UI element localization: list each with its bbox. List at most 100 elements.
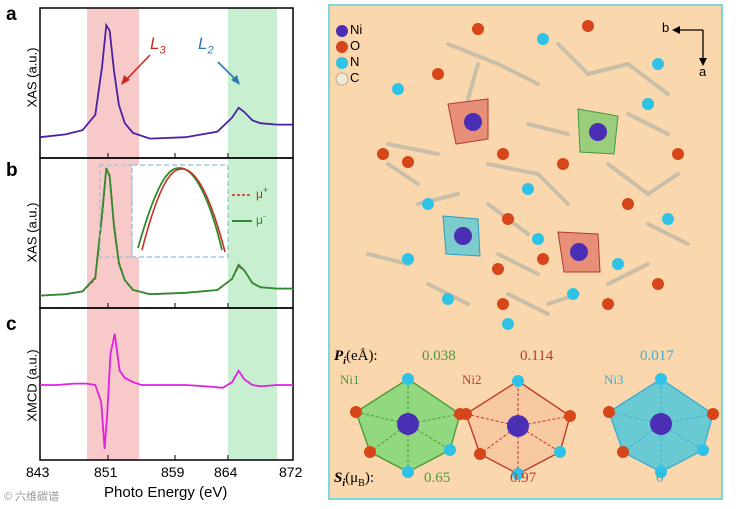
atom [622, 198, 634, 210]
legend-c-atom [335, 72, 349, 86]
bond [626, 112, 670, 136]
atom [537, 253, 549, 265]
legend-n: N [350, 54, 360, 69]
bond [366, 252, 410, 266]
octa-edge [660, 413, 714, 425]
site-ni1: Ni1 [340, 372, 360, 387]
ligand-atom [617, 446, 629, 458]
inset-box [131, 164, 229, 258]
bond [646, 222, 690, 246]
x-tick-label: 872 [279, 464, 303, 480]
pi-ni3: 0.017 [640, 348, 674, 364]
octa-edge [660, 423, 704, 451]
atom [432, 68, 444, 80]
octa-edge [608, 411, 662, 425]
legend-mu-minus: μ- [256, 211, 266, 227]
l3-arrowhead [121, 75, 130, 85]
ni-center-atom [397, 413, 419, 435]
ligand-atom [460, 408, 472, 420]
si-ni1: 0.65 [424, 470, 451, 486]
panel-letter-b: b [6, 160, 18, 181]
atom [662, 213, 674, 225]
site-ni2: Ni2 [462, 372, 482, 387]
atom [537, 33, 549, 45]
bond [466, 62, 480, 101]
ni-atom [589, 123, 607, 141]
pi-ni2: 0.114 [520, 348, 554, 364]
panel-letter-c: c [6, 314, 17, 335]
ligand-atom [364, 446, 376, 458]
legend-ni-atom [336, 25, 348, 37]
bond [496, 252, 540, 276]
ligand-atom [350, 406, 362, 418]
ligand-atom [402, 373, 414, 385]
zoom-box [99, 164, 133, 258]
watermark: © 六维碳谱 [4, 491, 60, 503]
l2-band [228, 8, 277, 460]
bond [626, 62, 670, 96]
x-axis-label: Photo Energy (eV) [104, 484, 228, 501]
pi-ni1: 0.038 [422, 348, 456, 364]
ligand-atom [655, 373, 667, 385]
atom [442, 293, 454, 305]
ligand-atom [554, 446, 566, 458]
ni-center-atom [507, 415, 529, 437]
ligand-atom [512, 468, 524, 480]
pi-label: Pi(eÅ): [334, 348, 378, 367]
x-tick-label: 851 [94, 464, 118, 480]
atom [402, 253, 414, 265]
x-tick-label: 864 [214, 464, 238, 480]
crystal-structure [335, 20, 719, 480]
ligand-atom [697, 444, 709, 456]
bond [646, 172, 680, 196]
bond [496, 62, 540, 86]
si-ni2: 0.97 [510, 470, 537, 486]
atom [567, 288, 579, 300]
l3-label: L3 [150, 34, 166, 57]
panel-letter-a: a [6, 4, 17, 25]
series-line-b-1 [39, 167, 293, 297]
ni-atom [464, 113, 482, 131]
ligand-atom [564, 410, 576, 422]
bond [386, 142, 440, 156]
site-ni3: Ni3 [604, 372, 624, 387]
bond [486, 162, 540, 176]
b-axis-arrowhead [672, 26, 680, 34]
atom [612, 258, 624, 270]
atom [497, 148, 509, 160]
ligand-atom [512, 375, 524, 387]
ligand-atom [474, 448, 486, 460]
axis-b-label: b [662, 20, 670, 35]
octa-edge [517, 425, 561, 453]
series-line-a [39, 22, 293, 140]
si-ni3: 0 [656, 470, 664, 486]
ligand-atom [444, 444, 456, 456]
atom [652, 58, 664, 70]
ni-center-atom [650, 413, 672, 435]
atom [602, 298, 614, 310]
atom [392, 83, 404, 95]
x-tick-label: 843 [26, 464, 50, 480]
si-label: Si(μB): [334, 470, 375, 489]
atom [422, 198, 434, 210]
frame-c [39, 307, 294, 461]
axis-a-label: a [699, 64, 707, 79]
atom [402, 156, 414, 168]
octa-edge [465, 413, 519, 427]
octa-edge [355, 411, 409, 425]
octa-edge [407, 413, 461, 425]
bond [586, 62, 630, 76]
atom [642, 98, 654, 110]
legend-o: O [350, 38, 361, 53]
x-tick-label: 859 [161, 464, 185, 480]
atom [672, 148, 684, 160]
bond [556, 42, 590, 76]
inset-mu-minus [137, 167, 223, 251]
atom [502, 318, 514, 330]
inset-mu-plus [141, 168, 226, 253]
spectra-chart [39, 7, 294, 461]
octa-edge [517, 415, 571, 427]
atom [557, 158, 569, 170]
bond [386, 162, 420, 186]
l3-band [87, 8, 139, 460]
